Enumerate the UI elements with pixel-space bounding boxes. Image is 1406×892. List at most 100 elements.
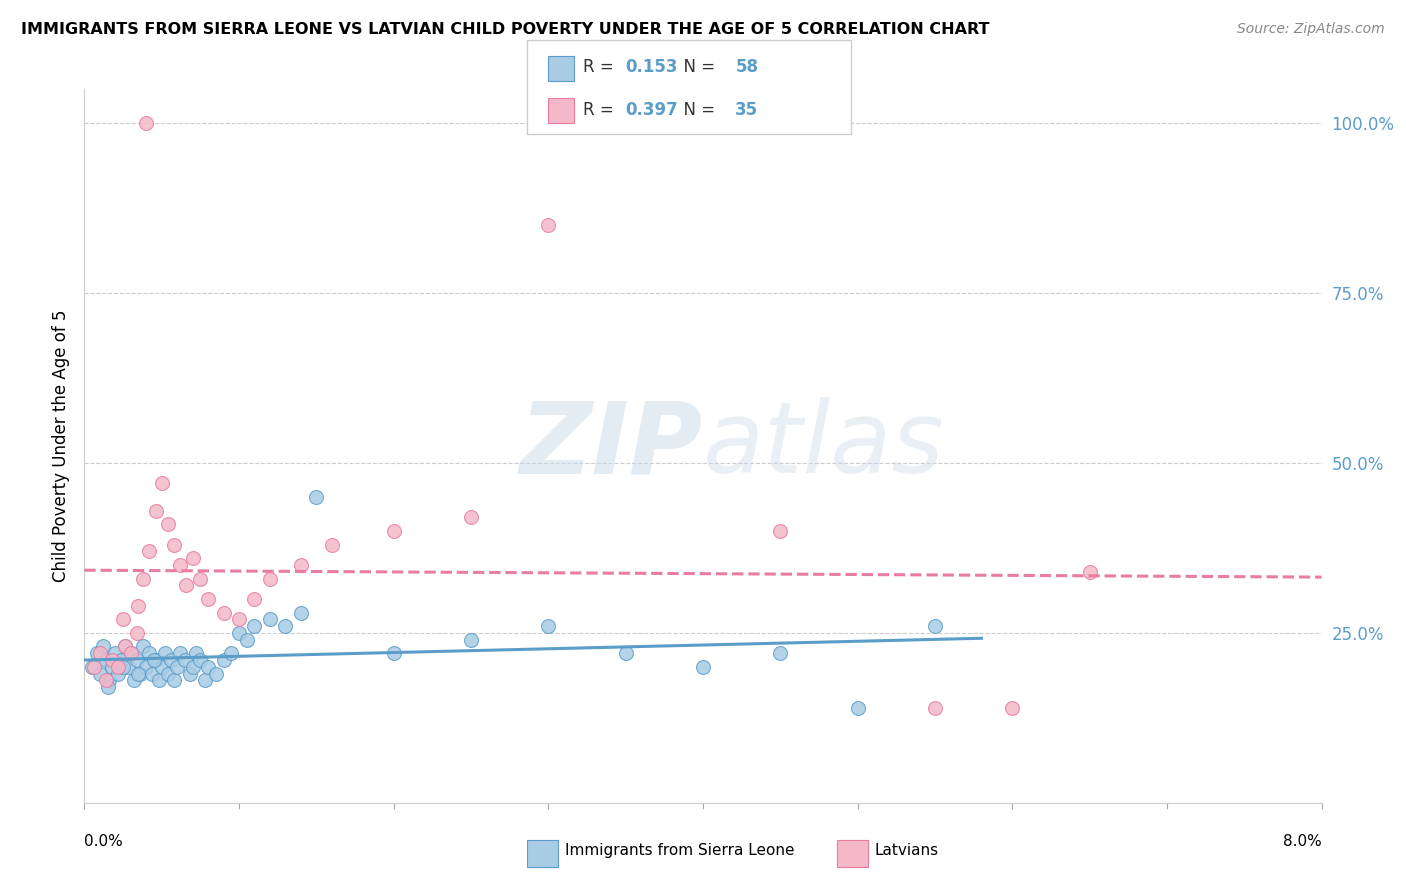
Point (101, 660, 124, 674)
Point (321, 537, 343, 551)
Y-axis label: Child Poverty Under the Age of 5: Child Poverty Under the Age of 5 (52, 310, 70, 582)
Point (114, 640, 136, 654)
Text: 58: 58 (735, 58, 758, 76)
Text: 35: 35 (735, 101, 758, 119)
Point (243, 619, 266, 633)
Point (156, 517, 179, 532)
Text: atlas: atlas (703, 398, 945, 494)
Text: 0.153: 0.153 (626, 58, 678, 76)
Point (91, 640, 114, 654)
Point (94, 673, 117, 688)
Point (235, 632, 259, 647)
Point (141, 666, 163, 681)
Point (138, 544, 160, 558)
Point (692, 660, 714, 674)
Point (614, 646, 637, 660)
Point (138, 646, 160, 660)
Point (112, 660, 135, 674)
Point (1078, 565, 1101, 579)
Point (290, 606, 312, 620)
Point (212, 653, 235, 667)
Point (924, 700, 946, 714)
Text: R =: R = (583, 58, 620, 76)
Point (197, 660, 219, 674)
Point (537, 218, 560, 232)
Text: 8.0%: 8.0% (1282, 834, 1322, 849)
Point (219, 646, 242, 660)
Text: N =: N = (673, 101, 721, 119)
Point (163, 537, 186, 551)
Point (924, 619, 946, 633)
Point (94, 653, 117, 667)
Point (101, 653, 124, 667)
Point (112, 612, 135, 626)
Point (188, 653, 212, 667)
Point (153, 646, 176, 660)
Point (179, 666, 201, 681)
Point (86, 646, 108, 660)
Point (114, 640, 136, 654)
Point (83, 660, 105, 674)
Point (122, 673, 145, 688)
Point (135, 660, 157, 674)
Point (107, 666, 129, 681)
Point (537, 619, 560, 633)
Point (205, 666, 228, 681)
Point (769, 646, 792, 660)
Point (127, 599, 149, 613)
Text: 0.397: 0.397 (626, 101, 679, 119)
Point (160, 653, 183, 667)
Text: Source: ZipAtlas.com: Source: ZipAtlas.com (1237, 22, 1385, 37)
Point (150, 660, 173, 674)
Point (460, 510, 482, 524)
Point (143, 653, 166, 667)
Point (259, 572, 281, 586)
Point (194, 673, 217, 688)
Point (120, 646, 142, 660)
Point (107, 660, 129, 674)
Point (125, 626, 148, 640)
Point (98, 673, 121, 688)
Point (228, 612, 250, 626)
Point (846, 700, 869, 714)
Point (184, 646, 207, 660)
Point (156, 666, 179, 681)
Point (145, 653, 167, 667)
Point (169, 558, 191, 572)
Point (166, 660, 188, 674)
Point (212, 606, 235, 620)
Point (1001, 700, 1024, 714)
Point (188, 572, 212, 586)
Point (145, 503, 167, 517)
Point (96, 680, 118, 694)
Point (259, 612, 281, 626)
Point (769, 524, 792, 538)
Text: Latvians: Latvians (875, 843, 939, 857)
Text: N =: N = (673, 58, 721, 76)
Point (120, 646, 142, 660)
Point (117, 660, 139, 674)
Point (305, 490, 328, 504)
Point (197, 591, 219, 606)
Text: 0.0%: 0.0% (84, 834, 124, 849)
Point (132, 572, 155, 586)
Text: IMMIGRANTS FROM SIERRA LEONE VS LATVIAN CHILD POVERTY UNDER THE AGE OF 5 CORRELA: IMMIGRANTS FROM SIERRA LEONE VS LATVIAN … (21, 22, 990, 37)
Point (127, 666, 149, 681)
Point (135, 116, 157, 130)
Point (125, 653, 148, 667)
Point (89, 646, 111, 660)
Point (290, 558, 312, 572)
Point (110, 653, 132, 667)
Point (163, 673, 186, 688)
Point (129, 666, 152, 681)
Point (460, 632, 482, 647)
Point (82, 660, 104, 674)
Point (169, 646, 191, 660)
Point (174, 653, 197, 667)
Point (89, 666, 111, 681)
Text: Immigrants from Sierra Leone: Immigrants from Sierra Leone (565, 843, 794, 857)
Text: ZIP: ZIP (520, 398, 703, 494)
Point (176, 578, 198, 592)
Text: R =: R = (583, 101, 620, 119)
Point (243, 591, 266, 606)
